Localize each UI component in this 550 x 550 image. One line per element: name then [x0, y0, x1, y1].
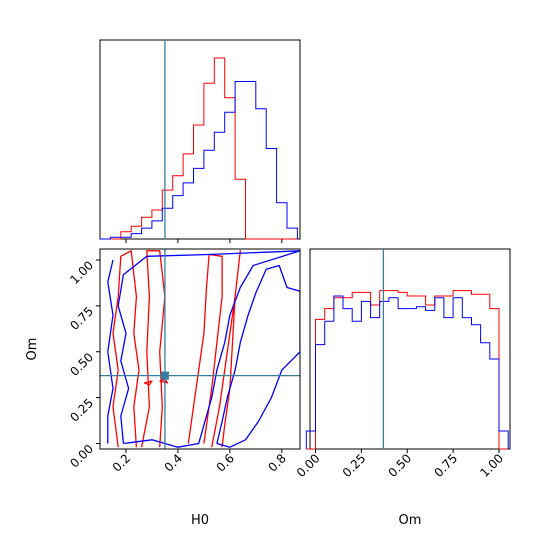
h0-histogram-series-b: [100, 81, 298, 240]
joint-y-tick-label-1: 0.25: [67, 396, 96, 425]
y-axis-label-om: Om: [25, 338, 40, 361]
joint-y-tick-label-4: 1.00: [67, 258, 96, 287]
om-x-tick-label-3: 0.75: [431, 451, 460, 480]
h0-histogram-frame: [99, 39, 301, 240]
joint-x-ticks: 0.2 0.4 0.6 0.8: [110, 449, 289, 475]
joint-x-tick-label-0: 0.2: [110, 451, 133, 474]
om-histogram-series-a: [306, 290, 509, 450]
om-x-tick-label-4: 1.00: [477, 451, 506, 480]
contour-series-a-0: [112, 250, 140, 448]
om-histogram-ticks: 0.00 0.25 0.50 0.75 1.00: [294, 449, 506, 480]
joint-x-tick-label-3: 0.8: [266, 451, 289, 474]
h0-histogram-series-a: [100, 57, 298, 240]
om-histogram-panel: 0.00 0.25 0.50 0.75 1.00 Om: [294, 248, 511, 528]
truth-marker: [160, 371, 169, 380]
om-x-tick-label-1: 0.25: [340, 451, 369, 480]
joint-y-tick-label-3: 0.75: [67, 304, 96, 333]
joint-panel: 0.2 0.4 0.6 0.8 0.00 0.25 0.50 0.75 1.00 H0 Om: [25, 248, 301, 528]
x-axis-label-h0: H0: [191, 513, 209, 528]
om-histogram-frame: [309, 248, 511, 450]
joint-y-tick-label-0: 0.00: [67, 442, 96, 471]
h0-histogram-panel: [99, 39, 301, 243]
contour-series-b-0: [117, 250, 300, 448]
contour-series-a-3: [211, 250, 241, 448]
joint-frame: [99, 248, 301, 450]
joint-contours: [107, 250, 300, 448]
om-x-tick-label-2: 0.50: [386, 451, 415, 480]
om-x-tick-label-0: 0.00: [294, 451, 323, 480]
contour-series-a-5: [159, 378, 169, 384]
contour-series-a-4: [143, 380, 153, 386]
contour-series-a-1: [140, 250, 166, 448]
joint-x-tick-label-1: 0.4: [162, 451, 185, 474]
joint-y-ticks: 0.00 0.25 0.50 0.75 1.00: [67, 258, 100, 471]
joint-y-tick-label-2: 0.50: [67, 350, 96, 379]
h0-histogram-ticks: [125, 239, 283, 243]
contour-series-b-1: [216, 264, 300, 448]
contour-series-b-2: [107, 259, 114, 444]
contour-series-a-2: [187, 253, 223, 444]
om-histogram-series-b: [305, 295, 509, 449]
x-axis-label-om: Om: [399, 513, 422, 528]
joint-x-tick-label-2: 0.6: [214, 451, 237, 474]
